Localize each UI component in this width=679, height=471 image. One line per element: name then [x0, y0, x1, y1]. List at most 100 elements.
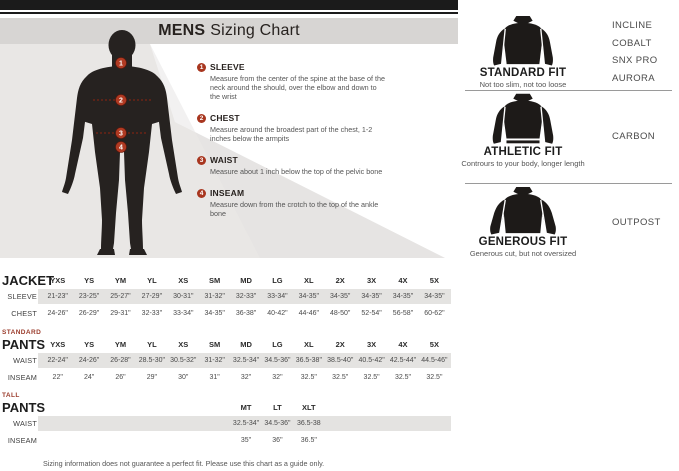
- size-value-cell: 30-31": [173, 293, 194, 300]
- size-value-cell: 32-33": [235, 293, 257, 300]
- fit-description: Not too slim, not too loose: [479, 80, 567, 89]
- measurement-name: SLEEVE: [210, 62, 245, 72]
- table-header-row: PANTS MT LT XLT: [0, 399, 451, 415]
- size-header-cell: XL: [304, 339, 314, 349]
- standard-pants-size-table: PANTS YXS YS YM YL XS SM MD LG XL 2X 3X 4X 5X WAIST 22-…: [0, 336, 451, 385]
- table-title: JACKET: [2, 272, 55, 288]
- size-header-cell: 4X: [398, 339, 408, 349]
- size-value-cell: 42.5-44": [389, 357, 417, 364]
- standard-pants-tag: STANDARD: [2, 329, 42, 336]
- marker-4: 4: [115, 141, 127, 153]
- size-value-cell: 34-35": [298, 293, 320, 300]
- measurement-description: Measure about 1 inch below the top of th…: [210, 167, 383, 176]
- measurement-item: 2 CHEST Measure around the broadest part o…: [197, 113, 389, 143]
- tall-pants-size-table: PANTS MT LT XLT WAIST 32.5-34" 34.5-36" 36.5-38…: [0, 399, 451, 448]
- size-value-cell: 24": [83, 373, 95, 381]
- size-value-cell: 38.5-40": [327, 357, 354, 364]
- size-value-cell: 31-32": [204, 357, 225, 364]
- size-value-cell: 36.5-38": [295, 357, 322, 364]
- measurement-number-badge: 4: [197, 188, 206, 198]
- svg-text:3: 3: [119, 131, 123, 138]
- table-row: WAIST 32.5-34" 34.5-36" 36.5-38: [0, 415, 451, 432]
- size-value-cell: 32": [240, 373, 252, 381]
- size-header-cell: LG: [272, 275, 283, 285]
- size-header-cell: XL: [304, 275, 314, 285]
- size-value-cell: 29-31": [110, 309, 131, 317]
- table-header-row: PANTS YXS YS YM YL XS SM MD LG XL 2X 3X 4X 5X: [0, 336, 451, 352]
- measurement-item: 1 SLEEVE Measure from the center of the sp…: [197, 62, 389, 101]
- diagonal-shadow-shape: [150, 44, 445, 258]
- table-title: PANTS: [2, 336, 46, 352]
- size-value-cell: 30": [178, 373, 189, 381]
- size-value-cell: 36.5": [300, 436, 317, 444]
- size-header-cell: 2X: [335, 275, 345, 285]
- size-value-cell: 26-28": [110, 357, 131, 364]
- size-header-cell: YL: [147, 339, 157, 349]
- measurement-number-badge: 1: [197, 62, 206, 72]
- size-value-cell: 36-38": [235, 309, 257, 317]
- product-name: AURORA: [612, 72, 656, 84]
- row-label: INSEAM: [7, 435, 37, 445]
- size-value-cell: 22": [52, 373, 63, 381]
- size-header-cell: YXS: [50, 275, 66, 285]
- size-value-cell: 23-25": [78, 293, 100, 300]
- size-value-cell: 28.5-30": [138, 357, 165, 364]
- measurement-number-badge: 3: [197, 155, 206, 165]
- size-value-cell: 32-33": [141, 309, 163, 317]
- marker-1: 1: [115, 57, 127, 69]
- size-value-cell: 34-35": [392, 293, 414, 300]
- svg-text:1: 1: [119, 61, 123, 68]
- size-header-cell: 4X: [398, 275, 408, 285]
- size-value-cell: 36": [272, 436, 283, 444]
- fit-description: Contrours to your body, longer length: [461, 159, 585, 168]
- size-value-cell: 32.5-34": [232, 357, 260, 364]
- jacket-icon: [493, 16, 553, 66]
- fit-name: ATHLETIC FIT: [483, 146, 563, 158]
- row-label: CHEST: [11, 308, 37, 318]
- size-header-cell: 3X: [367, 339, 377, 349]
- jacket-icon: [492, 93, 554, 144]
- size-value-cell: 40.5-42": [358, 357, 385, 364]
- table-row: CHEST 24-26" 26-29" 29-31" 32-33" 33-34" 34-35…: [0, 305, 451, 321]
- top-black-bar: [0, 0, 458, 10]
- size-value-cell: 32": [272, 373, 283, 381]
- row-label: SLEEVE: [7, 292, 37, 301]
- size-value-cell: 52-54": [361, 309, 382, 317]
- size-header-cell: YM: [114, 275, 127, 285]
- size-value-cell: 32.5": [300, 373, 317, 381]
- size-header-cell: MD: [240, 275, 252, 285]
- size-value-cell: 44.5-46": [421, 357, 448, 364]
- product-name: CARBON: [612, 131, 656, 142]
- table-row: INSEAM 35" 36" 36.5": [0, 432, 451, 448]
- size-value-cell: 27-29": [141, 293, 163, 300]
- size-value-cell: 34-35": [424, 293, 445, 300]
- table-title: PANTS: [2, 399, 46, 415]
- size-header-cell: MT: [240, 402, 252, 412]
- size-header-cell: YL: [147, 275, 157, 285]
- fit-products: CARBON: [612, 128, 655, 146]
- page-title-bold: MENS: [158, 22, 206, 39]
- row-label: WAIST: [13, 356, 37, 365]
- size-value-cell: 56-58": [392, 309, 414, 317]
- size-value-cell: 40-42": [267, 309, 288, 317]
- size-header-cell: LT: [273, 402, 282, 412]
- size-header-cell: LG: [272, 339, 283, 349]
- measurement-point-markers: 1 2 3 4: [115, 57, 127, 153]
- size-header-cell: YM: [114, 339, 127, 349]
- size-header-cell: XLT: [302, 402, 316, 412]
- table-row: WAIST 22-24" 24-26" 26-28" 28.5-30" 30.5-32" 3…: [0, 352, 451, 369]
- size-value-cell: 24-26": [78, 357, 100, 364]
- size-header-cell: YXS: [50, 339, 66, 349]
- tall-pants-tag: TALL: [2, 392, 20, 399]
- jacket-size-table: JACKET YXS YS YM YL XS SM MD LG XL 2X 3X 4X 5X SLEEVE 2…: [0, 272, 451, 321]
- size-value-cell: 26": [115, 373, 126, 381]
- body-measurement-figure: 1 2 3 4: [0, 30, 445, 258]
- size-value-cell: 29": [146, 373, 157, 381]
- fit-products: OUTPOST: [612, 214, 661, 232]
- fit-name: STANDARD FIT: [479, 67, 567, 79]
- measurement-number-badge: 2: [197, 113, 206, 123]
- fit-name: GENEROUS FIT: [478, 236, 568, 248]
- svg-text:2: 2: [119, 98, 123, 105]
- measurement-description: Measure from the center of the spine at …: [210, 74, 385, 101]
- measurement-name: WAIST: [210, 155, 238, 165]
